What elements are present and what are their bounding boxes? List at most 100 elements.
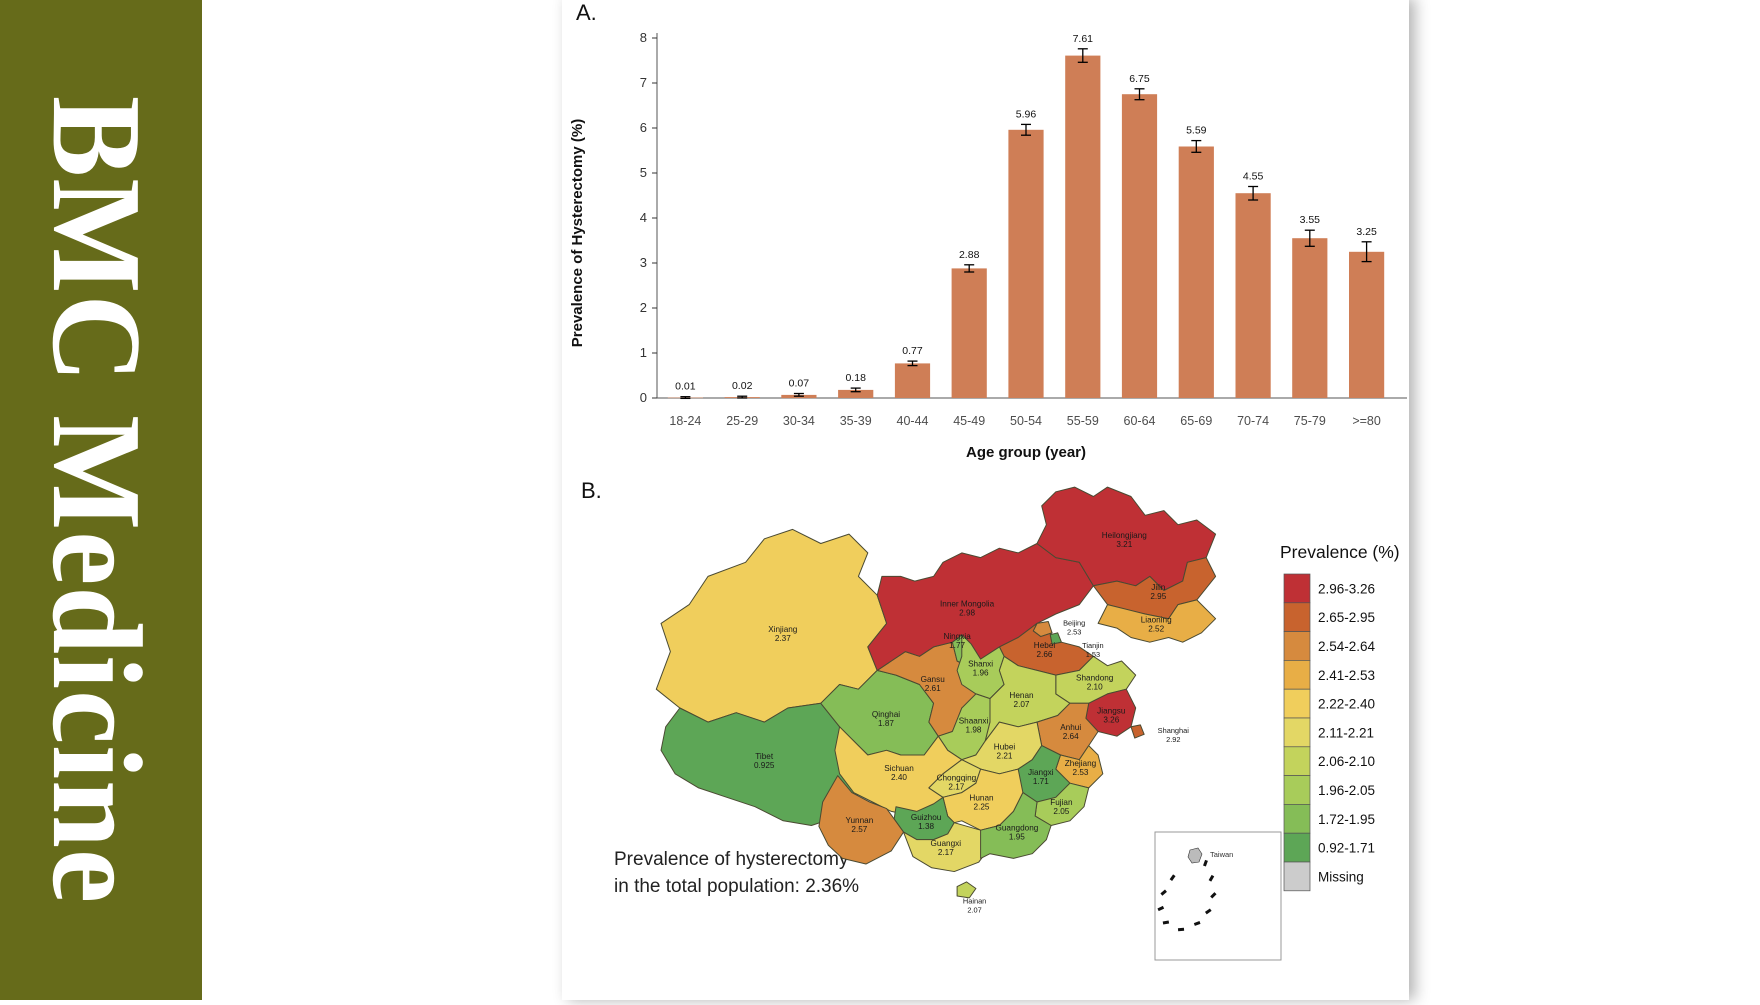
svg-text:2.57: 2.57 [851,825,867,834]
svg-text:4.55: 4.55 [1243,171,1264,183]
svg-text:1.38: 1.38 [918,822,934,831]
svg-text:Tibet: Tibet [755,752,774,761]
svg-text:Henan: Henan [1009,691,1034,700]
svg-text:2.10: 2.10 [1087,683,1103,692]
svg-text:Guangdong: Guangdong [996,824,1039,833]
svg-text:Hebei: Hebei [1034,641,1056,650]
svg-text:Sichuan: Sichuan [884,764,914,773]
svg-text:1.87: 1.87 [878,719,894,728]
svg-text:Shandong: Shandong [1076,674,1114,683]
svg-text:Shaanxi: Shaanxi [959,717,989,726]
svg-text:65-69: 65-69 [1180,414,1212,428]
svg-text:0.92-1.71: 0.92-1.71 [1318,841,1375,856]
svg-text:60-64: 60-64 [1124,414,1156,428]
svg-text:Hainan: Hainan [963,896,986,905]
svg-text:2.17: 2.17 [938,848,954,857]
svg-text:2.17: 2.17 [948,783,964,792]
svg-text:5.96: 5.96 [1016,108,1037,120]
svg-text:2.37: 2.37 [775,634,791,643]
svg-text:8: 8 [640,30,647,45]
svg-text:0.02: 0.02 [732,380,753,392]
svg-text:Jilin: Jilin [1151,583,1166,592]
svg-text:2.25: 2.25 [974,802,990,811]
svg-text:Fujian: Fujian [1050,798,1073,807]
svg-text:70-74: 70-74 [1237,414,1269,428]
svg-text:Chongqing: Chongqing [937,774,977,783]
svg-text:Jiangxi: Jiangxi [1028,768,1054,777]
svg-text:Age group (year): Age group (year) [966,444,1086,461]
svg-text:50-54: 50-54 [1010,414,1042,428]
svg-text:5: 5 [640,165,647,180]
svg-text:>=80: >=80 [1352,414,1381,428]
svg-text:6.75: 6.75 [1129,73,1150,85]
svg-text:1.53: 1.53 [1086,650,1100,659]
svg-text:2.53: 2.53 [1073,768,1089,777]
svg-text:1.95: 1.95 [1009,833,1025,842]
svg-text:7.61: 7.61 [1073,33,1094,45]
svg-text:Inner Mongolia: Inner Mongolia [940,599,995,608]
svg-text:Prevalence of Hysterectomy (%): Prevalence of Hysterectomy (%) [569,119,586,347]
svg-text:1.77: 1.77 [949,641,965,650]
svg-text:0.01: 0.01 [675,381,696,393]
svg-text:Shanghai: Shanghai [1158,726,1190,735]
svg-text:Gansu: Gansu [921,675,946,684]
svg-text:Prevalence (%): Prevalence (%) [1280,542,1400,562]
svg-text:2.40: 2.40 [891,773,907,782]
svg-text:2.61: 2.61 [925,684,941,693]
svg-text:3.25: 3.25 [1356,226,1377,238]
svg-text:30-34: 30-34 [783,414,815,428]
svg-text:7: 7 [640,75,647,90]
svg-text:3: 3 [640,255,647,270]
svg-text:Jiangsu: Jiangsu [1097,706,1126,715]
svg-text:2.11-2.21: 2.11-2.21 [1318,725,1374,740]
svg-text:0.18: 0.18 [845,372,866,384]
svg-text:Beijing: Beijing [1063,618,1085,627]
svg-text:25-29: 25-29 [726,414,758,428]
svg-text:Xinjiang: Xinjiang [768,625,798,634]
svg-text:2.07: 2.07 [1014,700,1030,709]
svg-text:2.21: 2.21 [997,751,1013,760]
svg-text:1.72-1.95: 1.72-1.95 [1318,812,1375,827]
svg-text:Ningxia: Ningxia [943,632,971,641]
svg-text:1.71: 1.71 [1033,777,1049,786]
svg-text:Heilongjiang: Heilongjiang [1102,531,1148,540]
svg-text:2.07: 2.07 [967,905,981,914]
svg-text:2.95: 2.95 [1150,592,1166,601]
svg-text:1.96-2.05: 1.96-2.05 [1318,783,1375,798]
svg-text:2.96-3.26: 2.96-3.26 [1318,581,1375,596]
svg-text:A.: A. [576,0,597,25]
svg-text:Missing: Missing [1318,869,1364,884]
svg-text:40-44: 40-44 [897,414,929,428]
svg-text:Shanxi: Shanxi [968,660,993,669]
svg-text:3.21: 3.21 [1116,540,1132,549]
svg-text:Zhejiang: Zhejiang [1065,759,1097,768]
svg-text:0.07: 0.07 [789,378,810,390]
svg-text:75-79: 75-79 [1294,414,1326,428]
svg-text:0.925: 0.925 [754,761,775,770]
svg-text:2.88: 2.88 [959,249,980,261]
svg-text:Anhui: Anhui [1060,723,1081,732]
svg-text:1: 1 [640,345,647,360]
svg-text:18-24: 18-24 [669,414,701,428]
svg-text:Qinghai: Qinghai [872,710,900,719]
svg-text:2.92: 2.92 [1166,735,1180,744]
svg-text:2.53: 2.53 [1067,627,1081,636]
svg-text:Liaoning: Liaoning [1141,615,1172,624]
svg-text:2.98: 2.98 [959,608,975,617]
svg-text:Guizhou: Guizhou [911,813,942,822]
svg-text:2: 2 [640,300,647,315]
svg-text:0: 0 [640,390,647,405]
svg-text:2.41-2.53: 2.41-2.53 [1318,668,1375,683]
svg-text:Hubei: Hubei [994,742,1016,751]
svg-text:5.59: 5.59 [1186,125,1207,137]
svg-text:55-59: 55-59 [1067,414,1099,428]
svg-text:2.06-2.10: 2.06-2.10 [1318,754,1375,769]
svg-text:4: 4 [640,210,647,225]
svg-text:in the total population: 2.36%: in the total population: 2.36% [614,876,859,897]
svg-text:2.52: 2.52 [1148,624,1164,633]
svg-text:35-39: 35-39 [840,414,872,428]
svg-text:Hunan: Hunan [969,793,994,802]
svg-text:Yunnan: Yunnan [846,816,874,825]
svg-text:1.96: 1.96 [973,669,989,678]
svg-text:Prevalence of hysterectomy: Prevalence of hysterectomy [614,849,849,870]
